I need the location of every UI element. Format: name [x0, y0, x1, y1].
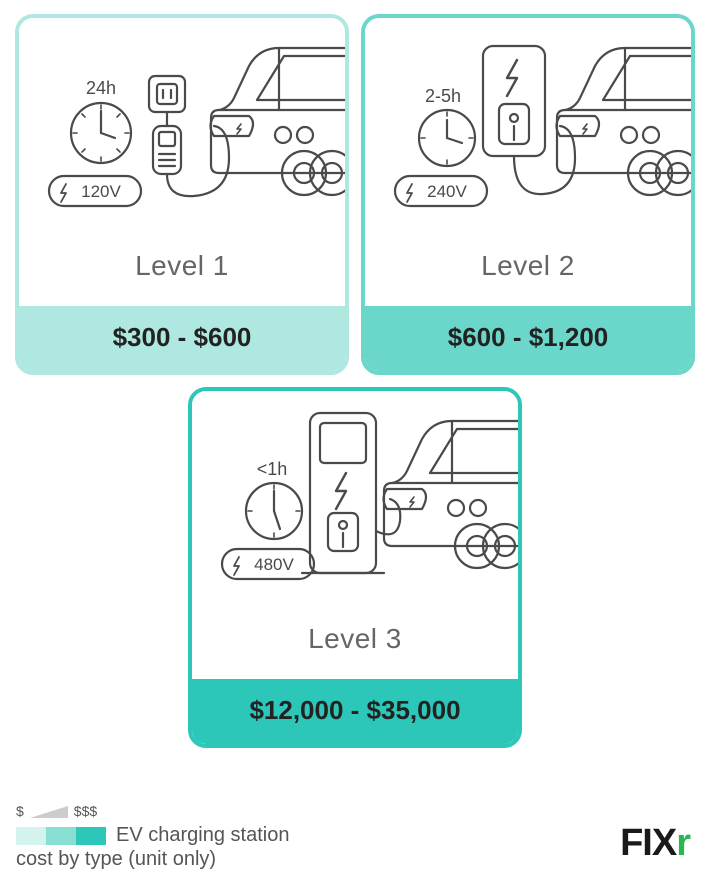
swatch-1 [16, 827, 46, 845]
fixr-logo: FIXr [620, 822, 690, 865]
legend-swatches [16, 827, 106, 845]
ev-level3-icon: <1h 480V [192, 391, 522, 601]
legend: $ $$$ EV charging station cost by type (… [16, 803, 289, 871]
time-label: 24h [86, 78, 116, 98]
time-label: 2-5h [425, 86, 461, 106]
legend-low: $ [16, 803, 24, 819]
cost-bar: $600 - $1,200 [365, 306, 691, 371]
voltage-label: 480V [254, 555, 294, 574]
logo-black: FIX [620, 822, 676, 864]
voltage-label: 240V [427, 182, 467, 201]
legend-line-2: cost by type (unit only) [16, 848, 289, 871]
level-label: Level 1 [19, 228, 345, 306]
legend-scale: $ $$$ [16, 803, 289, 819]
time-label: <1h [257, 459, 288, 479]
level-label: Level 3 [192, 601, 518, 679]
cost-bar: $12,000 - $35,000 [192, 679, 518, 744]
legend-line-1: EV charging station [116, 823, 289, 848]
legend-high: $$$ [74, 803, 97, 819]
card-level-2: 2-5h 240V Level 2 $600 - $1,200 [361, 14, 695, 375]
ev-level2-icon: 2-5h 240V [365, 18, 695, 228]
cost-bar: $300 - $600 [19, 306, 345, 371]
voltage-label: 120V [81, 182, 121, 201]
illustration-level-3: <1h 480V [192, 391, 518, 601]
ev-level1-icon: 24h 120V [19, 18, 349, 228]
logo-green: r [676, 822, 690, 864]
wedge-icon [30, 806, 68, 818]
card-level-3: <1h 480V Level 3 $12,000 - $35,000 [188, 387, 522, 748]
illustration-level-2: 2-5h 240V [365, 18, 691, 228]
card-level-1: 24h 120V Level 1 $300 - $600 [15, 14, 349, 375]
card-grid: 24h 120V Level 1 $300 - $600 [0, 0, 710, 748]
illustration-level-1: 24h 120V [19, 18, 345, 228]
swatch-3 [76, 827, 106, 845]
swatch-2 [46, 827, 76, 845]
level-label: Level 2 [365, 228, 691, 306]
